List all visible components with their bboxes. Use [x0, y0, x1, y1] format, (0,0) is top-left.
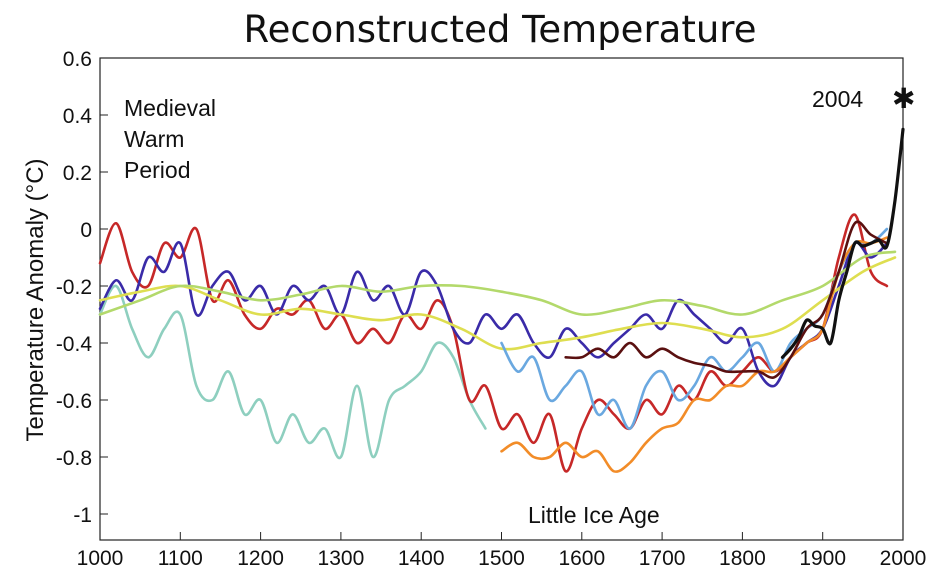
x-tick-label: 1100 [158, 547, 203, 569]
x-tick-label: 1300 [318, 547, 365, 569]
x-tick-label: 1700 [639, 547, 686, 569]
annotation-little-ice-age: Little Ice Age [528, 502, 660, 528]
series-line-9 [780, 127, 905, 359]
x-tick-label: 1200 [237, 547, 284, 569]
x-tick-label: 1800 [719, 547, 766, 569]
series-line-4 [98, 256, 897, 351]
y-tick-label: -0.8 [56, 447, 92, 470]
series-line-1 [98, 284, 487, 460]
x-tick-label: 1900 [799, 547, 846, 569]
series-line-3 [98, 241, 889, 388]
y-tick-label: 0 [80, 219, 92, 242]
annotation-medieval-line-3: Period [124, 157, 191, 183]
y-tick-label: 0.4 [63, 105, 93, 128]
annotation-medieval-warm-period: Medieval Warm Period [124, 93, 216, 186]
annotation-medieval-line-2: Warm [124, 126, 185, 152]
x-tick-label: 1500 [478, 547, 525, 569]
y-tick-label: -0.6 [56, 390, 92, 413]
y-tick-label: -0.4 [56, 333, 93, 356]
x-tick-label: 2000 [880, 547, 927, 569]
annotation-medieval-line-1: Medieval [124, 95, 217, 121]
x-tick-label: 1000 [77, 547, 124, 569]
annotation-2004: 2004 [812, 86, 864, 112]
y-tick-label: 0.6 [63, 48, 92, 71]
y-tick-label: -0.2 [56, 276, 92, 299]
chart-title: Reconstructed Temperature [243, 8, 757, 51]
y-tick-label: -1 [73, 504, 92, 527]
star-marker-icon: ✱ [892, 83, 916, 114]
x-tick-label: 1400 [398, 547, 445, 569]
series-line-5 [98, 250, 897, 317]
y-tick-label: 0.2 [63, 162, 92, 185]
series-line-8 [564, 220, 889, 379]
series-line-2 [98, 213, 889, 473]
series-line-7 [500, 236, 889, 473]
x-tick-label: 1600 [558, 547, 605, 569]
